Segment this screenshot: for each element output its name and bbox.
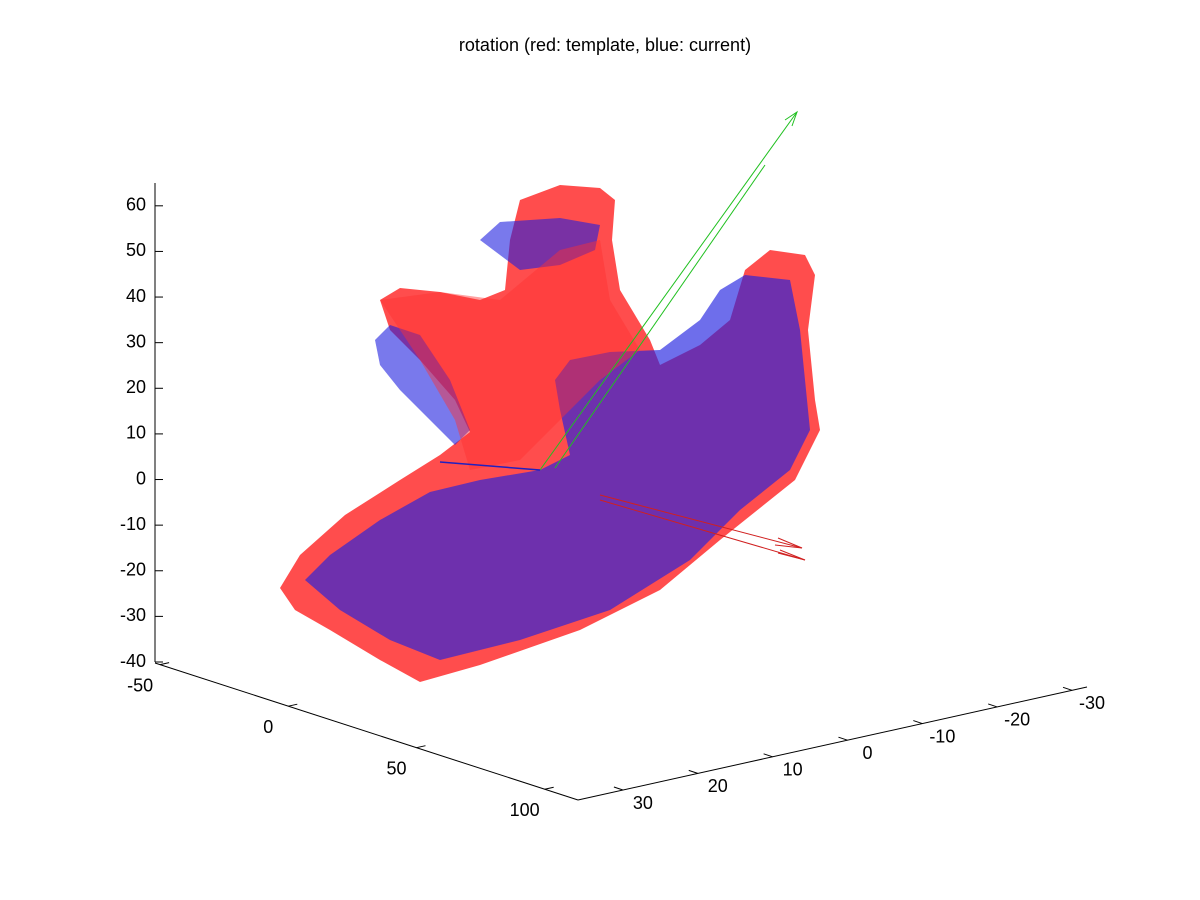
z-tick-label: -10 [120,514,146,534]
x-tick-label: 100 [510,800,540,820]
x-tick [288,703,298,707]
arrow-head [774,537,806,561]
template-surface [380,240,640,470]
y-tick-label: 20 [708,776,728,796]
arrow [539,111,798,471]
y-tick-label: -30 [1079,693,1105,713]
y-tick [1062,686,1073,691]
y-tick-label: 10 [783,760,803,780]
z-tick-label: -30 [120,605,146,625]
z-tick-label: 20 [126,377,146,397]
y-tick-label: -20 [1004,710,1030,730]
x-tick [160,662,170,666]
z-tick-label: 10 [126,423,146,443]
y-tick-label: 0 [862,743,872,763]
current-surface [375,325,470,445]
z-tick-label: 30 [126,331,146,351]
arrow [554,164,766,469]
y-tick-label: -10 [929,726,955,746]
arrow [439,461,541,471]
z-tick-label: 60 [126,195,146,215]
x-tick-label: -50 [127,675,153,695]
axes-arrows [439,110,806,561]
current-surface [305,275,810,660]
y-tick [688,769,698,774]
chart-title: rotation (red: template, blue: current) [459,35,751,55]
x-tick-label: 0 [263,717,273,737]
z-tick-label: -20 [120,560,146,580]
z-tick-label: 0 [136,468,146,488]
x-axis [154,662,579,801]
y-tick [763,753,773,758]
y-tick [613,786,624,791]
y-tick [988,703,998,708]
current-surface [480,218,600,270]
x-tick-label: 50 [386,758,406,778]
surfaces [280,185,820,682]
y-axis [577,686,1088,801]
z-tick-label: 50 [126,240,146,260]
arrow [599,499,806,561]
x-tick [416,745,426,749]
z-tick-label: 40 [126,286,146,306]
arrow-head [784,110,798,127]
y-tick [913,720,923,725]
z-tick-label: -40 [120,651,146,671]
arrow [599,494,803,549]
y-tick-label: 30 [633,793,653,813]
y-tick [838,736,848,741]
x-tick [544,786,554,790]
